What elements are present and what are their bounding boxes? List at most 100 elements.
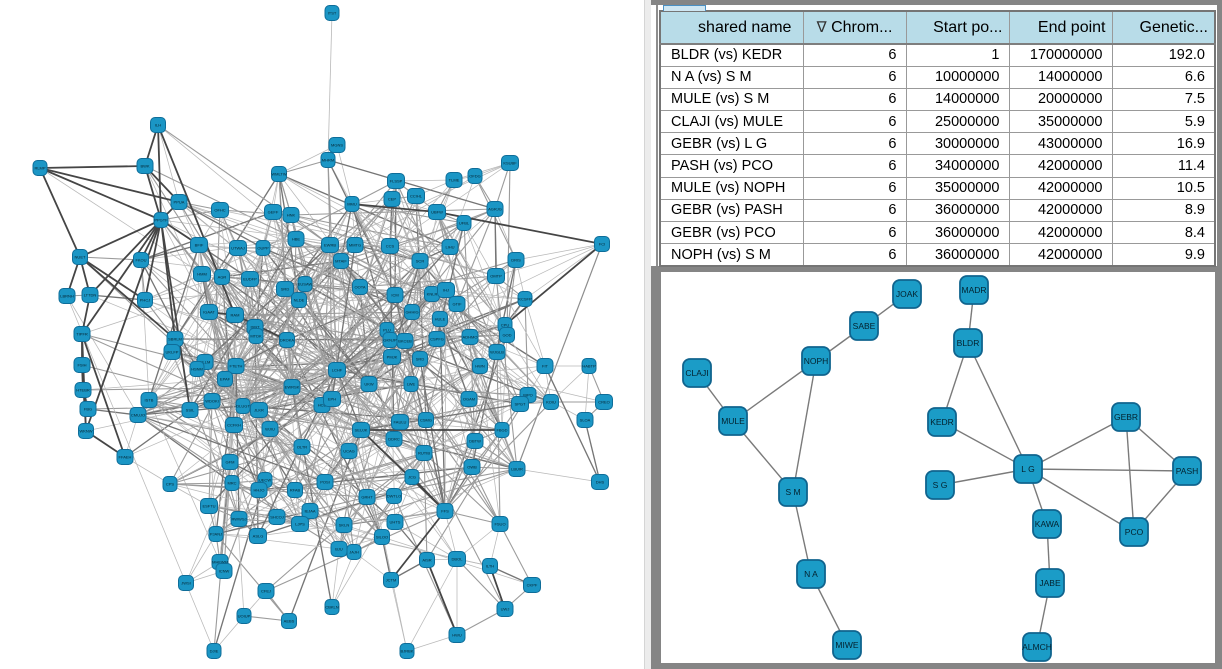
svg-text:SRD: SRD xyxy=(416,357,425,362)
svg-text:KOIU: KOIU xyxy=(546,400,556,405)
svg-text:UWJ: UWJ xyxy=(501,607,510,612)
svg-text:KCSFP: KCSFP xyxy=(518,297,532,302)
svg-text:CCS: CCS xyxy=(386,244,395,249)
svg-text:FTETH: FTETH xyxy=(230,364,243,369)
svg-text:BFIF: BFIF xyxy=(195,243,204,248)
svg-text:CMUJO: CMUJO xyxy=(131,413,145,418)
svg-text:RUTIB: RUTIB xyxy=(418,451,430,456)
svg-text:OFHC: OFHC xyxy=(214,208,225,213)
svg-text:DWTLO: DWTLO xyxy=(387,494,401,499)
svg-text:UKLFP: UKLFP xyxy=(166,350,179,355)
svg-text:HWN: HWN xyxy=(475,364,485,369)
svg-text:OWB: OWB xyxy=(467,465,477,470)
svg-text:FSIH: FSIH xyxy=(77,363,86,368)
svg-text:UKW: UKW xyxy=(364,382,374,387)
svg-text:ISTB: ISTB xyxy=(145,398,154,403)
svg-text:RLMP: RLMP xyxy=(34,166,45,171)
svg-text:DDRC: DDRC xyxy=(388,437,400,442)
svg-text:MMU: MMU xyxy=(347,202,357,207)
svg-text:FAULU: FAULU xyxy=(394,420,407,425)
svg-text:IBPO: IBPO xyxy=(523,393,533,398)
svg-text:DBTW: DBTW xyxy=(469,439,481,444)
svg-text:EUSAW: EUSAW xyxy=(298,282,313,287)
svg-text:N A: N A xyxy=(804,569,818,579)
svg-text:OMTP: OMTP xyxy=(490,274,502,279)
svg-text:UTWAJ: UTWAJ xyxy=(231,246,245,251)
svg-text:MIWE: MIWE xyxy=(835,640,858,650)
svg-text:NLDE: NLDE xyxy=(294,298,305,303)
svg-text:DJIE: DJIE xyxy=(210,649,219,654)
svg-text:FBGD: FBGD xyxy=(496,428,507,433)
svg-text:MULE: MULE xyxy=(721,416,745,426)
svg-text:GOD: GOD xyxy=(502,333,511,338)
svg-text:ALMCH: ALMCH xyxy=(1022,642,1052,652)
svg-text:NLLM: NLLM xyxy=(200,360,211,365)
svg-text:LIHU: LIHU xyxy=(445,245,454,250)
svg-text:GFM: GFM xyxy=(226,460,235,465)
svg-text:AGRJG: AGRJG xyxy=(488,207,502,212)
svg-text:PLU: PLU xyxy=(383,328,391,333)
svg-text:CSMG: CSMG xyxy=(420,418,432,423)
svg-text:LWE: LWE xyxy=(407,382,416,387)
svg-text:OFDG: OFDG xyxy=(469,174,481,179)
svg-text:PCO: PCO xyxy=(1125,527,1144,537)
svg-text:WJGLB: WJGLB xyxy=(490,350,504,355)
svg-text:NUET: NUET xyxy=(75,255,86,260)
svg-text:UFBL: UFBL xyxy=(459,221,470,226)
svg-text:WMLTW: WMLTW xyxy=(271,172,286,177)
svg-text:JCTM: JCTM xyxy=(386,578,397,583)
svg-text:GRHT: GRHT xyxy=(361,495,373,500)
svg-text:SRD: SRD xyxy=(281,287,290,292)
svg-text:OUPP: OUPP xyxy=(257,246,269,251)
svg-text:ICM: ICM xyxy=(391,293,398,298)
svg-text:HCE: HCE xyxy=(318,403,327,408)
svg-text:PPGTF: PPGTF xyxy=(154,218,168,223)
svg-text:CEP: CEP xyxy=(388,197,397,202)
svg-text:ILH: ILH xyxy=(155,123,161,128)
svg-text:CCFKH: CCFKH xyxy=(227,423,241,428)
svg-text:SEUJK: SEUJK xyxy=(355,428,368,433)
svg-text:JAJH: JAJH xyxy=(349,550,359,555)
svg-text:HMM: HMM xyxy=(197,272,207,277)
svg-text:HHJO: HHJO xyxy=(254,488,265,493)
svg-text:JWSI: JWSI xyxy=(181,581,191,586)
svg-text:TLME: TLME xyxy=(449,178,460,183)
svg-text:HULE: HULE xyxy=(435,317,446,322)
svg-text:EPAF: EPAF xyxy=(220,377,231,382)
svg-text:PHCJ: PHCJ xyxy=(140,298,150,303)
svg-text:ICNW: ICNW xyxy=(219,569,230,574)
svg-text:AISR: AISR xyxy=(422,558,431,563)
svg-text:UOIUP: UOIUP xyxy=(238,614,251,619)
svg-text:RAM: RAM xyxy=(231,313,240,318)
svg-text:UHTS: UHTS xyxy=(390,520,401,525)
svg-text:RFAB: RFAB xyxy=(290,488,301,493)
svg-text:KSUBF: KSUBF xyxy=(503,161,517,166)
svg-text:PJANJ: PJANJ xyxy=(210,532,222,537)
svg-text:FSUO: FSUO xyxy=(494,522,505,527)
svg-text:MRC: MRC xyxy=(227,481,236,486)
svg-text:SABE: SABE xyxy=(853,321,876,331)
svg-text:HBE: HBE xyxy=(292,237,301,242)
svg-text:HNK: HNK xyxy=(287,213,296,218)
svg-text:FLSSP: FLSSP xyxy=(390,179,403,184)
svg-text:GTIF: GTIF xyxy=(452,302,462,307)
svg-text:CREO: CREO xyxy=(598,400,610,405)
svg-text:ADHMO: ADHMO xyxy=(463,335,478,340)
svg-text:DROKA: DROKA xyxy=(280,338,295,343)
svg-text:DRIS: DRIS xyxy=(511,258,521,263)
svg-text:EPH: EPH xyxy=(328,397,336,402)
svg-text:PPUA: PPUA xyxy=(174,200,185,205)
svg-text:IHJ: IHJ xyxy=(443,288,449,293)
svg-text:EWRSK: EWRSK xyxy=(285,385,300,390)
svg-text:NOPH: NOPH xyxy=(804,356,829,366)
svg-text:CLAJI: CLAJI xyxy=(685,368,708,378)
svg-text:HTEBR: HTEBR xyxy=(76,388,90,393)
svg-text:HABTP: HABTP xyxy=(582,364,596,369)
svg-text:PASH: PASH xyxy=(1176,466,1199,476)
svg-text:SILOO: SILOO xyxy=(376,535,388,540)
svg-text:MADR: MADR xyxy=(961,285,986,295)
svg-text:OGAM: OGAM xyxy=(463,397,475,402)
svg-text:MTAIF: MTAIF xyxy=(335,259,347,264)
svg-text:DLUGT: DLUGT xyxy=(236,404,250,409)
svg-text:SKLN: SKLN xyxy=(339,523,350,528)
